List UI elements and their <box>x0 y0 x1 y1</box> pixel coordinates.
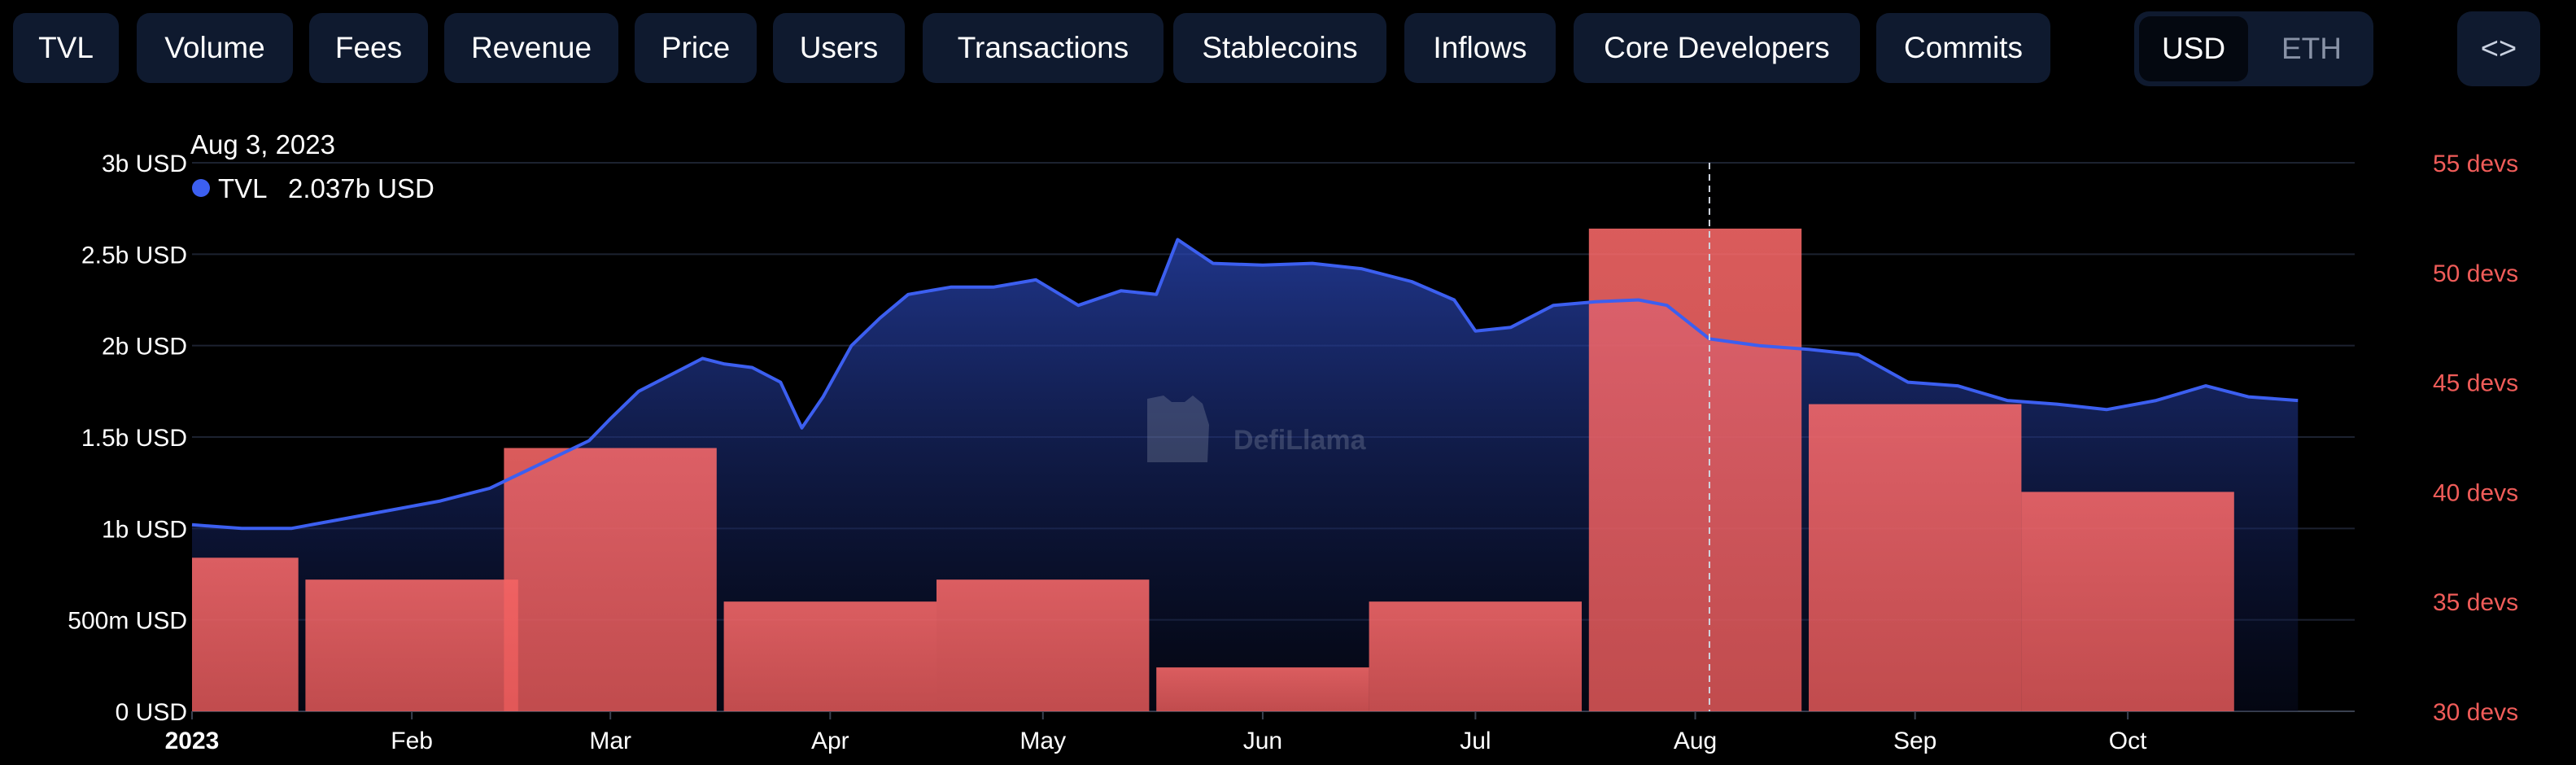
tooltip-series-value: 2.037b USD <box>288 173 434 203</box>
tab-core-developers[interactable]: Core Developers <box>1574 13 1860 83</box>
currency-eth-option[interactable]: ETH <box>2281 32 2342 65</box>
y-left-tick-label: 2b USD <box>102 334 187 361</box>
y-left-tick-label: 2.5b USD <box>81 242 187 269</box>
x-tick-label: Feb <box>391 728 433 754</box>
y-right-tick-label: 50 devs <box>2433 260 2518 287</box>
x-tick-label: May <box>1019 728 1066 754</box>
core-developers-bar[interactable] <box>1588 228 1802 711</box>
core-developers-bar[interactable] <box>2021 492 2234 711</box>
y-left-tick-label: 1.5b USD <box>81 425 187 452</box>
tab-price[interactable]: Price <box>635 13 757 83</box>
core-developers-bar[interactable] <box>723 601 937 711</box>
tab-tvl[interactable]: TVL <box>13 13 119 83</box>
core-developers-bar[interactable] <box>504 448 717 712</box>
y-right-tick-label: 35 devs <box>2433 589 2518 616</box>
tooltip-series-name: TVL <box>218 173 268 203</box>
core-developers-bar[interactable] <box>1809 404 2022 711</box>
x-tick-label: 2023 <box>165 728 220 754</box>
x-tick-label: Aug <box>1674 728 1717 754</box>
y-right-tick-label: 40 devs <box>2433 479 2518 506</box>
tooltip-series-marker <box>192 179 210 197</box>
tooltip-date: Aug 3, 2023 <box>190 129 335 160</box>
core-developers-bar[interactable] <box>305 579 518 711</box>
tab-volume[interactable]: Volume <box>137 13 293 83</box>
x-tick-label: Apr <box>811 728 849 754</box>
tab-users[interactable]: Users <box>773 13 905 83</box>
currency-toggle: USD ETH <box>2134 11 2373 86</box>
core-developers-bar[interactable] <box>1369 601 1582 711</box>
core-developers-bar[interactable] <box>1156 667 1369 711</box>
tab-inflows[interactable]: Inflows <box>1404 13 1556 83</box>
y-left-tick-label: 3b USD <box>102 151 187 177</box>
y-left-tick-label: 500m USD <box>68 608 187 635</box>
currency-usd-option[interactable]: USD <box>2139 16 2248 81</box>
tab-revenue[interactable]: Revenue <box>444 13 618 83</box>
y-left-tick-label: 0 USD <box>116 699 187 726</box>
watermark-text: DefiLlama <box>1233 425 1367 456</box>
chart-toolbar: TVL Volume Fees Revenue Price Users Tran… <box>0 0 2576 98</box>
x-tick-label: Jul <box>1460 728 1491 754</box>
y-right-tick-label: 45 devs <box>2433 370 2518 397</box>
x-tick-label: Oct <box>2109 728 2147 754</box>
tooltip: Aug 3, 2023 TVL 2.037b USD <box>190 129 434 203</box>
tab-commits[interactable]: Commits <box>1876 13 2050 83</box>
tvl-line <box>191 238 2299 531</box>
watermark: DefiLlama <box>1147 396 1367 462</box>
x-tick-label: Jun <box>1243 728 1282 754</box>
core-developers-bar[interactable] <box>937 579 1150 711</box>
tab-fees[interactable]: Fees <box>309 13 428 83</box>
x-tick-label: Mar <box>589 728 631 754</box>
tab-transactions[interactable]: Transactions <box>923 13 1164 83</box>
y-left-tick-label: 1b USD <box>102 516 187 543</box>
code-icon: <> <box>2480 32 2517 66</box>
x-tick-label: Sep <box>1893 728 1936 754</box>
y-right-tick-label: 55 devs <box>2433 151 2518 177</box>
tab-stablecoins[interactable]: Stablecoins <box>1173 13 1386 83</box>
y-right-tick-label: 30 devs <box>2433 699 2518 726</box>
core-developers-bar[interactable] <box>192 557 299 711</box>
embed-code-button[interactable]: <> <box>2457 11 2540 86</box>
llama-logo-icon <box>1147 396 1209 462</box>
